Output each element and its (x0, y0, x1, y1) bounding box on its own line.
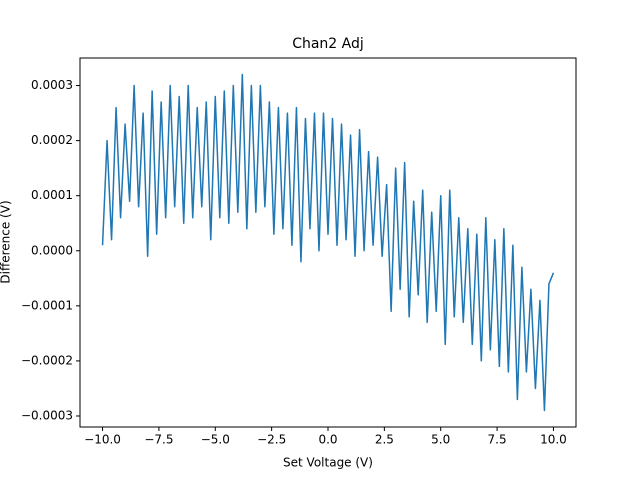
y-tick-label: −0.0001 (21, 298, 73, 312)
plot-frame (79, 57, 577, 428)
y-tick-label: 0.0002 (31, 133, 73, 147)
x-tick-label: 10.0 (540, 433, 567, 447)
y-tick-label: 0.0000 (31, 243, 73, 257)
x-tick-label: 2.5 (375, 433, 394, 447)
x-tick-label: 5.0 (431, 433, 450, 447)
y-tick-label: 0.0001 (31, 188, 73, 202)
x-tick-label: −2.5 (257, 433, 286, 447)
x-tick-label: 7.5 (488, 433, 507, 447)
y-tick-label: 0.0003 (31, 78, 73, 92)
x-axis-label: Set Voltage (V) (283, 456, 373, 470)
x-tick-label: −10.0 (84, 433, 121, 447)
y-tick-label: −0.0003 (21, 408, 73, 422)
chart-title: Chan2 Adj (292, 36, 364, 52)
y-tick-label: −0.0002 (21, 353, 73, 367)
x-tick-label: −7.5 (144, 433, 173, 447)
x-tick-label: 0.0 (318, 433, 337, 447)
x-tick-label: −5.0 (201, 433, 230, 447)
line (101, 73, 555, 412)
y-axis-label: Difference (V) (0, 200, 13, 283)
